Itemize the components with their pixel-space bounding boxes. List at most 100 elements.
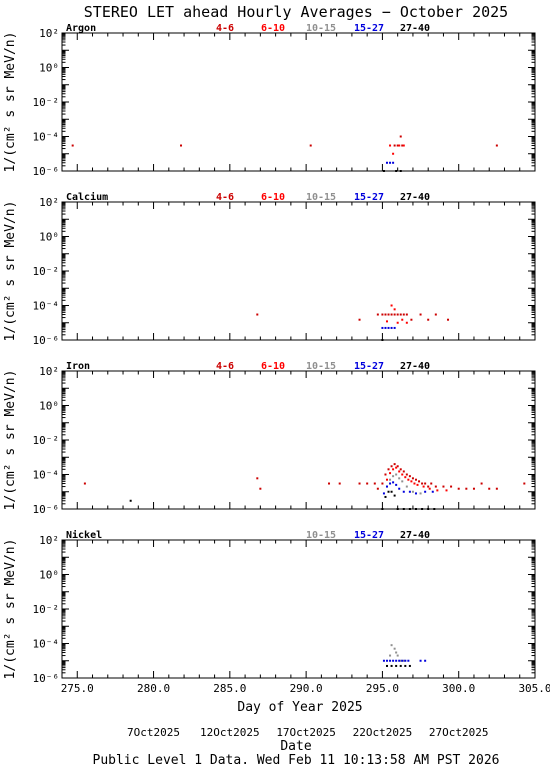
data-point	[523, 482, 526, 485]
data-point	[407, 478, 410, 481]
data-point	[389, 144, 392, 147]
series-27-40	[129, 490, 436, 510]
data-point	[428, 487, 431, 490]
data-point	[434, 313, 437, 316]
data-point	[129, 499, 132, 502]
data-point	[385, 659, 388, 662]
data-point	[421, 482, 424, 485]
data-point	[180, 144, 183, 147]
data-point	[488, 487, 491, 490]
data-point	[407, 659, 410, 662]
data-point	[404, 659, 407, 662]
legend-item-15-27: 15-27	[354, 361, 384, 372]
data-point	[402, 313, 405, 316]
series-4-6	[256, 313, 450, 321]
data-point	[385, 485, 388, 488]
data-point	[402, 508, 405, 510]
data-point	[424, 490, 427, 493]
data-point	[404, 476, 407, 479]
data-point	[495, 487, 498, 490]
data-point	[402, 144, 405, 147]
data-point	[445, 489, 448, 492]
data-point	[404, 664, 407, 667]
data-point	[309, 144, 312, 147]
series-10-15	[389, 644, 405, 662]
series-6-10	[385, 466, 448, 492]
y-tick-label: 10⁻⁶	[33, 165, 60, 178]
data-point	[402, 490, 405, 493]
legend-item-4-6: 4-6	[216, 23, 234, 34]
y-tick-label: 10⁻⁶	[33, 503, 60, 516]
plot-frame	[61, 370, 536, 510]
data-point	[256, 477, 259, 480]
data-point	[402, 659, 405, 662]
data-point	[399, 313, 402, 316]
data-point	[396, 508, 399, 510]
legend-item-27-40: 27-40	[400, 361, 430, 372]
data-point	[395, 483, 398, 486]
y-tick-label: 10²	[39, 534, 59, 547]
data-point	[390, 326, 393, 329]
data-point	[381, 313, 384, 316]
data-point	[398, 659, 401, 662]
data-point	[259, 487, 262, 490]
data-point	[396, 654, 399, 657]
data-point	[389, 161, 392, 164]
data-point	[430, 482, 433, 485]
legend-item-4-6: 4-6	[216, 192, 234, 203]
data-point	[387, 490, 390, 493]
data-point	[381, 482, 384, 485]
data-point	[385, 320, 388, 323]
data-point	[396, 144, 399, 147]
data-point	[385, 478, 388, 481]
panel-title: Argon	[66, 23, 96, 34]
panel-argon: 10⁻⁶ 10⁻⁴ 10⁻² 10⁰ 10² 1/(cm² s sr MeV/n) Argo…	[3, 23, 536, 178]
data-point	[401, 318, 404, 321]
data-point	[389, 659, 392, 662]
data-point	[398, 470, 401, 473]
data-point	[358, 482, 361, 485]
series-15-27	[385, 161, 395, 164]
data-point	[393, 494, 396, 497]
data-point	[366, 482, 369, 485]
data-point	[408, 664, 411, 667]
data-point	[442, 485, 445, 488]
data-point	[416, 483, 419, 486]
data-point	[384, 495, 387, 498]
data-point	[422, 485, 425, 488]
data-point	[389, 482, 392, 485]
y-tick-label: 10⁰	[39, 400, 59, 413]
data-point	[405, 313, 408, 316]
data-point	[424, 482, 427, 485]
data-point	[411, 477, 414, 480]
panel-iron: 10⁻⁶ 10⁻⁴ 10⁻² 10⁰ 10² 1/(cm² s sr MeV/n) Iron…	[3, 361, 536, 516]
data-point	[431, 490, 434, 493]
data-point	[395, 651, 398, 654]
y-tick-label: 10⁻⁴	[33, 131, 60, 144]
series-15-27	[382, 659, 427, 662]
data-point	[414, 508, 417, 510]
data-point	[395, 473, 398, 476]
footer-text: Public Level 1 Data. Wed Feb 11 10:13:58…	[93, 753, 500, 768]
data-point	[465, 487, 468, 490]
legend-item-27-40: 27-40	[400, 23, 430, 34]
data-point	[387, 468, 390, 471]
data-point	[385, 664, 388, 667]
legend-item-15-27: 15-27	[354, 23, 384, 34]
x-tick-label: 290.0	[290, 682, 323, 695]
data-point	[382, 492, 385, 495]
data-point	[395, 170, 398, 172]
data-point	[389, 472, 392, 475]
series-4-6	[83, 463, 526, 490]
data-point	[392, 161, 395, 164]
y-tick-label: 10⁻⁶	[33, 334, 60, 347]
data-point	[408, 475, 411, 478]
data-point	[421, 508, 424, 510]
data-point	[398, 487, 401, 490]
data-point	[399, 664, 402, 667]
data-point	[399, 659, 402, 662]
x-tick-label: 295.0	[366, 682, 399, 695]
legend-item-10-15: 10-15	[306, 361, 336, 372]
data-point	[419, 659, 422, 662]
data-point	[395, 659, 398, 662]
